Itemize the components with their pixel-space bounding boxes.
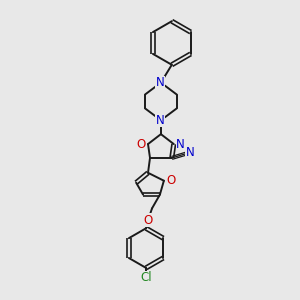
Text: O: O [136, 138, 146, 151]
Text: O: O [143, 214, 153, 227]
Text: O: O [166, 174, 176, 187]
Text: N: N [186, 146, 194, 159]
Text: Cl: Cl [140, 271, 152, 284]
Text: N: N [176, 138, 185, 151]
Text: N: N [155, 114, 164, 127]
Text: N: N [155, 76, 164, 89]
